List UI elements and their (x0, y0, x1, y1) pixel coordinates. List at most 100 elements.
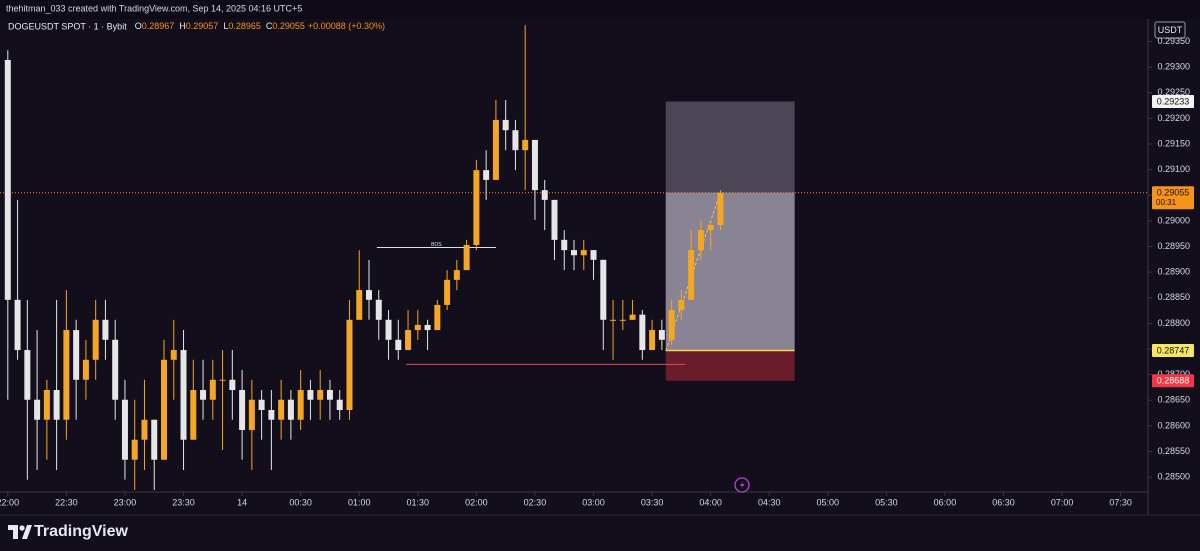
y-tick-label: 0.28550 (1157, 446, 1190, 456)
candle-body (658, 330, 665, 340)
candle-body (151, 419, 158, 460)
candle-body (229, 379, 236, 391)
x-tick-label: 03:30 (641, 497, 664, 507)
candle-body (473, 170, 480, 245)
x-tick-label: 05:30 (875, 497, 898, 507)
x-tick-label: 04:30 (758, 497, 781, 507)
candle-body (278, 399, 285, 420)
y-tick-label: 0.28900 (1157, 267, 1190, 277)
currency: USDT (1158, 25, 1183, 35)
candle-body (512, 130, 519, 151)
x-tick-label: 06:00 (934, 497, 957, 507)
candle-body (92, 319, 99, 360)
candle-body (414, 324, 421, 331)
y-tick-label: 0.28600 (1157, 420, 1190, 430)
candle-body (707, 224, 714, 231)
candle-body (424, 324, 431, 331)
legend-label: O (135, 21, 142, 31)
x-tick-label: 07:30 (1109, 497, 1132, 507)
legend-value: 0.29055 (272, 21, 305, 31)
candle-body (121, 399, 128, 460)
candle-body (141, 419, 148, 440)
candle-body (209, 379, 216, 400)
candle-body (34, 399, 41, 420)
legend-value: 0.29057 (186, 21, 219, 31)
candle-body (688, 250, 695, 300)
x-tick-label: 06:30 (992, 497, 1015, 507)
candle-body (580, 250, 587, 256)
y-tick-label: 0.29200 (1157, 113, 1190, 123)
candle-body (366, 290, 372, 300)
x-tick-label: 02:30 (524, 497, 547, 507)
candle-body (297, 390, 304, 420)
candle-body (434, 304, 441, 331)
candle-body (102, 319, 109, 340)
candle-body (317, 390, 324, 400)
legend-label: L (223, 21, 228, 31)
y-tick-label: 0.29000 (1157, 215, 1190, 225)
candle-body (258, 399, 265, 411)
top-bar (0, 0, 1200, 19)
x-tick-label: 14 (237, 497, 247, 507)
candle-body (590, 250, 597, 260)
candle-body (356, 290, 363, 320)
logo (8, 525, 32, 539)
target-badge: 0.29233 (1157, 96, 1190, 106)
candle-body (14, 299, 21, 351)
candle-body (678, 299, 685, 311)
x-tick-label: 05:00 (817, 497, 840, 507)
candle-body (170, 350, 177, 360)
entry-badge: 0.28747 (1157, 345, 1190, 355)
candle-body (561, 239, 568, 251)
candle-body (453, 270, 460, 280)
y-tick-label: 0.29100 (1157, 164, 1190, 174)
y-tick-label: 0.28700 (1157, 369, 1190, 379)
candle-body (483, 170, 490, 180)
candle-body (53, 390, 60, 420)
symbol: DOGEUSDT SPOT · 1 · Bybit O0.28967 H0.2905… (8, 21, 385, 31)
y-tick-label: 0.28500 (1157, 472, 1190, 482)
y-tick-label: 0.28650 (1157, 395, 1190, 405)
candle-body (248, 399, 255, 430)
candle-body (463, 244, 470, 271)
candle-body (131, 439, 138, 460)
candle-body (697, 230, 704, 251)
candle-body (239, 390, 246, 430)
stop-badge: 0.28688 (1157, 376, 1190, 386)
target-badge-bg (1152, 94, 1194, 108)
candle-body (541, 190, 548, 200)
candle-body (190, 390, 197, 440)
symbol-line: DOGEUSDT SPOT · 1 · Bybit O0.28967 H0.2905… (8, 21, 385, 31)
y-tick-label: 0.28950 (1157, 241, 1190, 251)
candle-body (307, 390, 314, 400)
candle-body (336, 399, 343, 411)
x-tick-label: 23:00 (114, 497, 137, 507)
x-tick-label: 04:00 (699, 497, 722, 507)
filled-zone (665, 192, 795, 351)
entry-badge-bg (1152, 344, 1194, 358)
pnl-line (665, 192, 721, 351)
y-tick-label: 0.29250 (1157, 87, 1190, 97)
candle-body (571, 250, 577, 256)
candle-body (375, 299, 382, 320)
candle-body (346, 319, 353, 411)
candle-body (82, 359, 89, 380)
candle-body (531, 139, 538, 191)
legend-value: 0.28967 (142, 21, 175, 31)
x-tick-label: 22:00 (0, 497, 19, 507)
alert-icon (734, 477, 750, 493)
legend-label: C (266, 21, 273, 31)
x-tick-label: 22:30 (55, 497, 78, 507)
candle-body (161, 359, 167, 460)
candle-body (717, 192, 724, 225)
stop-zone (665, 350, 795, 381)
countdown: 00:31 (1156, 198, 1177, 207)
candle-body (639, 314, 646, 351)
candle-body (73, 330, 80, 380)
candle-body (43, 390, 50, 420)
y-tick-label: 0.29350 (1157, 36, 1190, 46)
candle-body (385, 319, 392, 340)
plot-area: BOS (0, 25, 1148, 490)
